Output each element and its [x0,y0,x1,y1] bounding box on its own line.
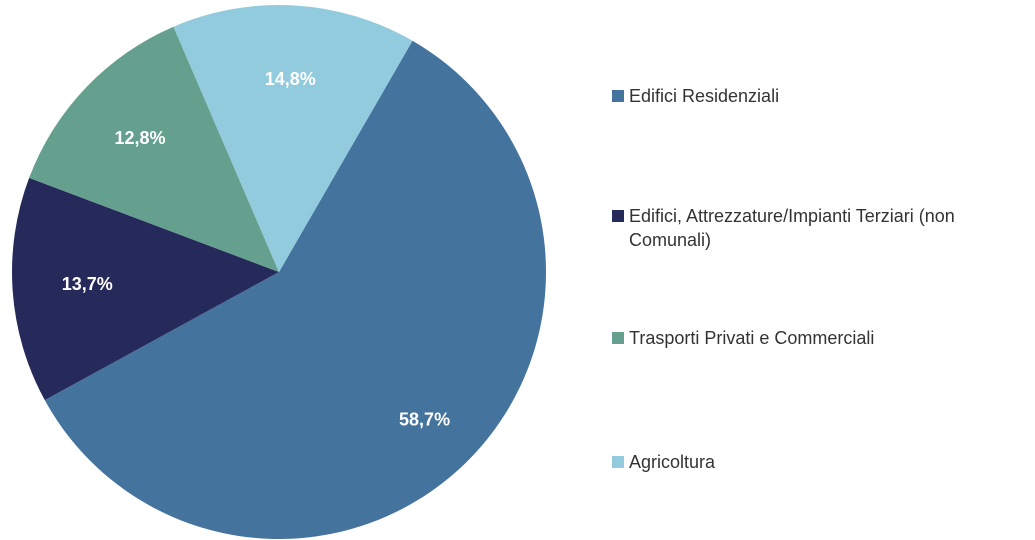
data-label: 13,7% [62,274,113,294]
data-label: 58,7% [399,410,450,430]
legend-label: Edifici Residenziali [629,86,780,106]
pie: 58,7% 13,7% 12,8% 14,8% [11,5,546,539]
legend-item: Edifici Residenziali [612,84,1032,108]
legend-label: Trasporti Privati e Commerciali [629,328,875,348]
legend-swatch [612,456,624,468]
pie-slice [44,40,546,539]
data-label: 12,8% [114,128,165,148]
legend-swatch [612,210,624,222]
pie-slice [29,26,279,273]
pie-slice [11,177,279,401]
legend-item: Edifici, Attrezzature/Impianti Terziari … [612,204,1032,252]
legend-item: Trasporti Privati e Commerciali [612,326,1032,350]
data-label: 14,8% [265,69,316,89]
legend-item: Agricoltura [612,450,1032,474]
legend-swatch [612,90,624,102]
legend-label: Edifici, Attrezzature/Impianti Terziari … [629,206,955,250]
pie-slice [173,5,413,273]
legend-swatch [612,332,624,344]
legend-label: Agricoltura [629,452,716,472]
